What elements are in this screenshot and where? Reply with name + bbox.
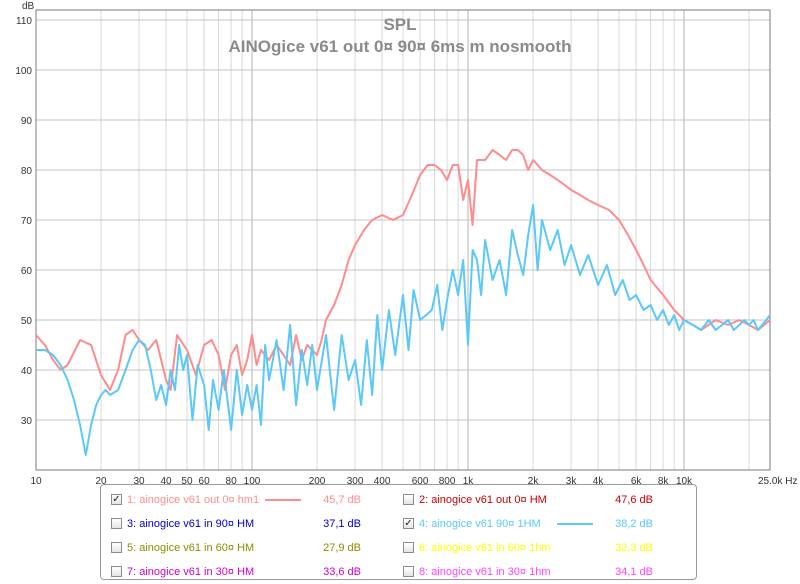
series-lines xyxy=(35,149,771,456)
legend-label: 3: ainogice v61 in 90¤ HM xyxy=(127,518,255,530)
legend-item[interactable]: ✓ 4: ainogice v61 90¤ 1HM 38,2 dB xyxy=(403,515,687,533)
x-tick-label: 1k xyxy=(463,476,475,484)
y-tick-label: 50 xyxy=(21,316,33,327)
x-tick-label: 400 xyxy=(374,476,391,484)
y-tick-label: 40 xyxy=(21,366,33,377)
legend-swatch xyxy=(265,499,301,501)
legend-label: 6: ainogice v61 in 60¤ 1hm xyxy=(419,542,551,554)
legend-label: 5: ainogice v61 in 60¤ HM xyxy=(127,542,255,554)
checkbox[interactable] xyxy=(111,542,122,553)
x-tick-label: 4k xyxy=(593,476,605,484)
x-tick-label: 3k xyxy=(566,476,578,484)
chart-subtitle: AINOgice v61 out 0¤ 90¤ 6ms m nosmooth xyxy=(229,37,572,56)
x-tick-label: 6k xyxy=(631,476,643,484)
legend: ✓ 1: ainogice v61 out 0¤ hm1 45,7 dB 2: ain… xyxy=(100,484,697,580)
legend-value: 34,1 dB xyxy=(615,566,653,578)
legend-label: 2: ainogice v61 out 0¤ HM xyxy=(419,494,547,506)
x-tick-label: 200 xyxy=(309,476,326,484)
chart-grid xyxy=(35,10,770,470)
y-tick-label: 80 xyxy=(21,166,33,177)
x-tick-label: 2k xyxy=(528,476,540,484)
x-tick-label: 300 xyxy=(347,476,364,484)
legend-item[interactable]: ✓ 1: ainogice v61 out 0¤ hm1 45,7 dB xyxy=(111,491,395,509)
checkbox[interactable] xyxy=(403,542,414,553)
x-tick-label: 10k xyxy=(676,476,693,484)
spl-chart: 30 40 50 60 70 80 90 100 110 10 20 30 40 50 60 80 100 20… xyxy=(15,1,797,484)
y-axis-ticks: 30 40 50 60 70 80 90 100 110 xyxy=(15,16,32,427)
legend-value: 27,9 dB xyxy=(323,542,361,554)
x-tick-label: 8k xyxy=(658,476,670,484)
x-tick-label: 20 xyxy=(95,476,107,484)
legend-value: 47,6 dB xyxy=(615,494,653,506)
x-tick-label: 600 xyxy=(412,476,429,484)
series-line-1 xyxy=(35,149,771,391)
checkbox-checked[interactable]: ✓ xyxy=(111,494,122,505)
series-line-2 xyxy=(36,204,771,456)
x-tick-label: 10 xyxy=(30,476,42,484)
legend-label: 8: ainogice v61 in 30¤ 1hm xyxy=(419,566,551,578)
legend-value: 45,7 dB xyxy=(323,494,361,506)
x-tick-label: 25,0k Hz xyxy=(758,476,797,484)
checkbox[interactable] xyxy=(111,518,122,529)
y-tick-label: 110 xyxy=(16,16,32,27)
x-tick-label: 50 xyxy=(181,476,193,484)
legend-item[interactable]: 6: ainogice v61 in 60¤ 1hm 32,3 dB xyxy=(403,539,687,557)
legend-label: 1: ainogice v61 out 0¤ hm1 xyxy=(127,494,260,506)
checkbox[interactable] xyxy=(111,566,122,577)
legend-item[interactable]: 5: ainogice v61 in 60¤ HM 27,9 dB xyxy=(111,539,395,557)
y-tick-label: 30 xyxy=(21,416,33,427)
legend-value: 38,2 dB xyxy=(615,518,653,530)
x-tick-label: 30 xyxy=(134,476,146,484)
legend-label: 4: ainogice v61 90¤ 1HM xyxy=(419,518,541,530)
legend-swatch xyxy=(557,523,593,525)
legend-value: 33,6 dB xyxy=(323,566,361,578)
y-axis-label: dB xyxy=(22,1,35,12)
x-tick-label: 40 xyxy=(160,476,172,484)
x-tick-label: 80 xyxy=(226,476,238,484)
legend-item[interactable]: 2: ainogice v61 out 0¤ HM 47,6 dB xyxy=(403,491,687,509)
legend-value: 37,1 dB xyxy=(323,518,361,530)
checkbox[interactable] xyxy=(403,566,414,577)
y-tick-label: 70 xyxy=(21,216,33,227)
chart-title: SPL xyxy=(383,15,416,34)
y-tick-label: 90 xyxy=(21,116,33,127)
legend-item[interactable]: 3: ainogice v61 in 90¤ HM 37,1 dB xyxy=(111,515,395,533)
legend-item[interactable]: 7: ainogice v61 in 30¤ HM 33,6 dB xyxy=(111,563,395,581)
x-tick-label: 100 xyxy=(244,476,261,484)
x-tick-label: 60 xyxy=(199,476,211,484)
legend-value: 32,3 dB xyxy=(615,542,653,554)
x-tick-label: 800 xyxy=(439,476,456,484)
checkbox-checked[interactable]: ✓ xyxy=(403,518,414,529)
checkbox[interactable] xyxy=(403,494,414,505)
y-tick-label: 60 xyxy=(21,266,33,277)
plot-frame xyxy=(35,9,771,471)
x-axis-ticks: 10 20 30 40 50 60 80 100 200 300 400 600 800 1k 2k 3k 4k… xyxy=(30,476,797,484)
legend-item[interactable]: 8: ainogice v61 in 30¤ 1hm 34,1 dB xyxy=(403,563,687,581)
y-tick-label: 100 xyxy=(15,66,32,77)
legend-label: 7: ainogice v61 in 30¤ HM xyxy=(127,566,255,578)
